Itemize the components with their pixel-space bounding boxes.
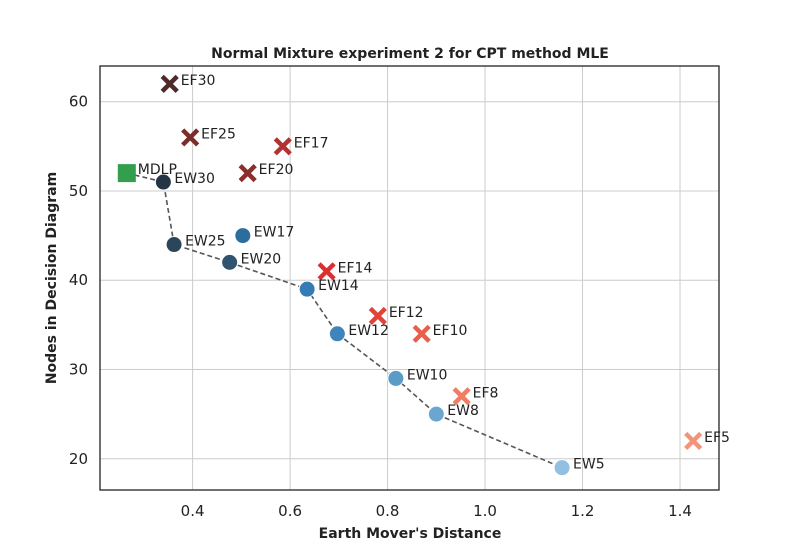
label-ef5: EF5 [704,430,730,446]
x-tick-label: 1.0 [473,502,497,520]
point-ew20 [221,253,239,271]
point-ew17 [234,227,252,245]
label-ef17: EF17 [294,135,329,151]
frontier-line [126,172,563,469]
point-ew14 [298,280,316,298]
point-ew25 [165,236,183,254]
point-labels: EW30 EW25 EW20 EW17 EW14 EW12 EW10 EW8 EW5 EF30 EF… [138,73,730,473]
label-ef25: EF25 [201,126,236,142]
x-tick-label: 1.4 [668,502,692,520]
point-ew10 [387,369,405,387]
label-ew25: EW25 [185,234,226,250]
label-ew8: EW8 [447,403,479,419]
point-ef5 [684,431,703,450]
x-tick-label: 0.4 [181,502,205,520]
label-ef10: EF10 [433,323,468,339]
x-tick-label: 0.6 [278,502,302,520]
point-ef25 [181,128,200,147]
point-ef30 [160,74,179,93]
point-ew8 [427,405,445,423]
label-ew12: EW12 [348,323,389,339]
label-ew5: EW5 [573,457,605,473]
label-ef20: EF20 [259,162,294,178]
x-axis-ticks: 0.4 0.6 0.8 1.0 1.2 1.4 [181,502,692,520]
point-ef17 [273,137,292,156]
x-axis-label: Earth Mover's Distance [319,526,502,542]
point-ew12 [328,325,346,343]
point-ef20 [238,164,257,183]
grid-lines [100,66,719,490]
label-ew20: EW20 [241,251,282,267]
x-tick-label: 1.2 [571,502,595,520]
y-tick-label: 30 [69,360,88,378]
label-ew30: EW30 [174,171,215,187]
y-axis-ticks: 20 30 40 50 60 [69,93,88,468]
label-ew14: EW14 [318,278,359,294]
label-ew10: EW10 [407,367,448,383]
point-ew5 [553,459,571,477]
label-ew17: EW17 [254,225,295,241]
y-tick-label: 20 [69,450,88,468]
plot-frame [99,65,720,491]
label-ef8: EF8 [473,385,499,401]
x-tick-label: 0.8 [376,502,400,520]
y-tick-label: 50 [69,182,88,200]
point-ef10 [412,324,431,343]
chart-title: Normal Mixture experiment 2 for CPT meth… [211,46,609,62]
data-points [117,74,703,477]
label-ef30: EF30 [181,73,216,89]
point-mdlp [117,164,136,183]
y-tick-label: 40 [69,271,88,289]
label-ef12: EF12 [389,305,424,321]
point-ef8 [452,387,471,406]
label-mdlp: MDLP [138,162,177,178]
point-ef12 [368,306,387,326]
point-ef14 [317,262,336,281]
y-tick-label: 60 [69,93,88,111]
label-ef14: EF14 [338,260,373,276]
point-ew30 [154,173,172,191]
y-axis-label: Nodes in Decision Diagram [44,172,60,384]
frontier-path [126,172,563,469]
